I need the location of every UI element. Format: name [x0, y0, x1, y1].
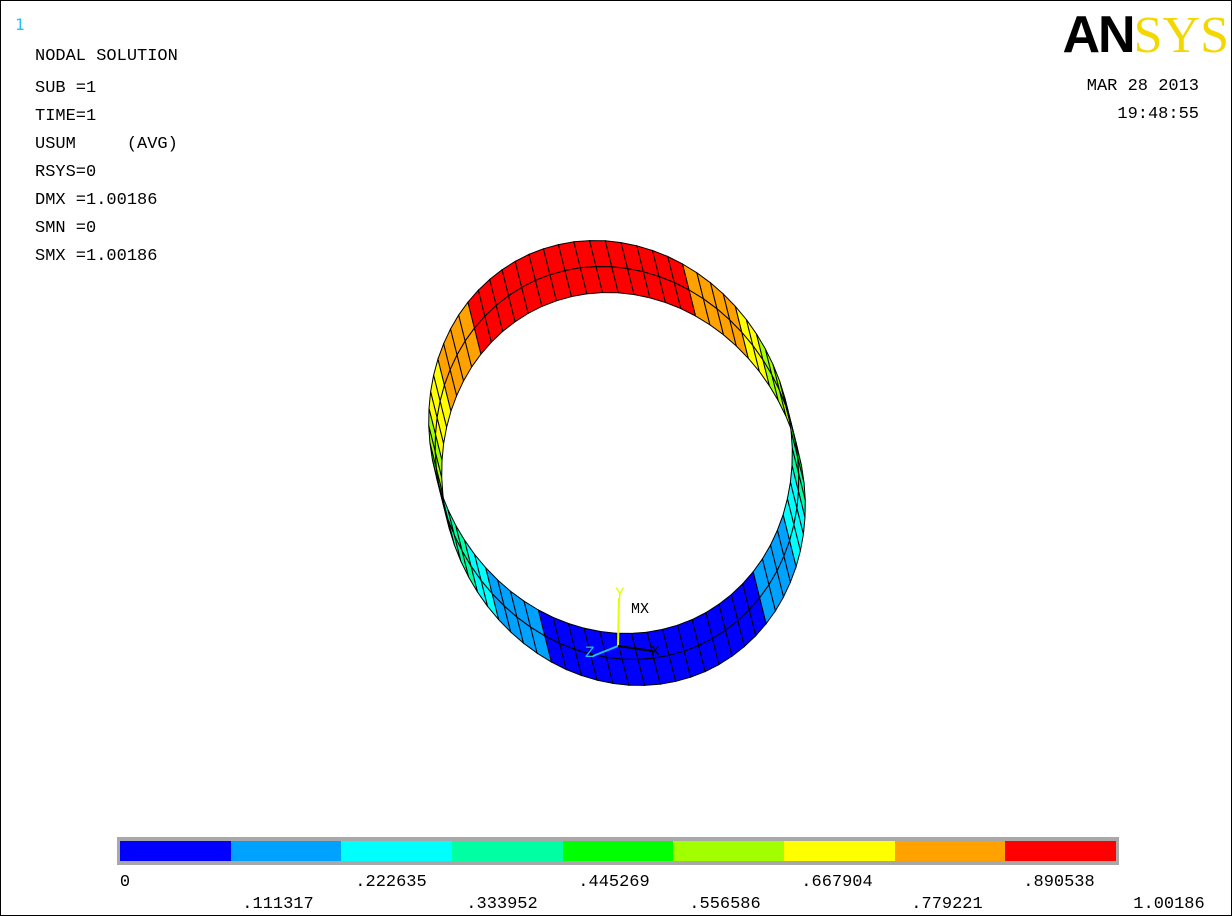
axis-triad: Y Z X MX [585, 585, 660, 662]
mesh-element [621, 658, 646, 686]
legend-label: .111317 [242, 895, 314, 914]
legend-label: .779221 [911, 895, 983, 914]
legend-swatch-1 [230, 841, 342, 861]
info-smx: SMX =1.00186 [35, 247, 158, 266]
solution-info: NODAL SOLUTION SUB =1 TIME=1 USUM (AVG) … [35, 43, 178, 271]
window-number: 1 [15, 15, 25, 34]
info-sub: SUB =1 [35, 79, 97, 98]
legend-label: .222635 [355, 873, 427, 892]
legend-label: .667904 [801, 873, 873, 892]
info-usum: USUM (AVG) [35, 135, 178, 154]
info-rsys: RSYS=0 [35, 163, 97, 182]
contour-legend-bar [117, 837, 1119, 865]
legend-label: .445269 [578, 873, 650, 892]
solution-title: NODAL SOLUTION [35, 47, 178, 66]
legend-swatch-3 [452, 841, 563, 861]
legend-swatch-4 [562, 841, 674, 861]
triad-x-label: X [651, 644, 660, 660]
info-smn: SMN =0 [35, 219, 97, 238]
legend-label: 1.00186 [1133, 895, 1205, 914]
legend-label: .556586 [689, 895, 761, 914]
legend-swatch-5 [673, 841, 785, 861]
ring-contour-model: Y Z X MX [428, 240, 806, 686]
ansys-logo: ANSYS [1062, 6, 1229, 64]
time-text: 19:48:55 [1117, 105, 1199, 124]
info-time: TIME=1 [35, 107, 97, 126]
legend-swatch-0 [120, 841, 231, 861]
triad-y-label: Y [615, 585, 625, 603]
legend-swatch-7 [894, 841, 1006, 861]
ring-mesh [428, 240, 806, 686]
triad-z-label: Z [585, 644, 595, 662]
legend-swatches [120, 841, 1117, 861]
legend-swatch-8 [1005, 841, 1117, 861]
legend-label: .890538 [1023, 873, 1095, 892]
date-text: MAR 28 2013 [1086, 77, 1199, 96]
legend-swatch-6 [784, 841, 895, 861]
info-dmx: DMX =1.00186 [35, 191, 158, 210]
legend-label: 0 [119, 873, 131, 892]
legend-swatch-2 [341, 841, 453, 861]
mx-label: MX [631, 601, 649, 618]
timestamp: MAR 28 2013 19:48:55 [1087, 73, 1199, 129]
legend-label: .333952 [466, 895, 538, 914]
